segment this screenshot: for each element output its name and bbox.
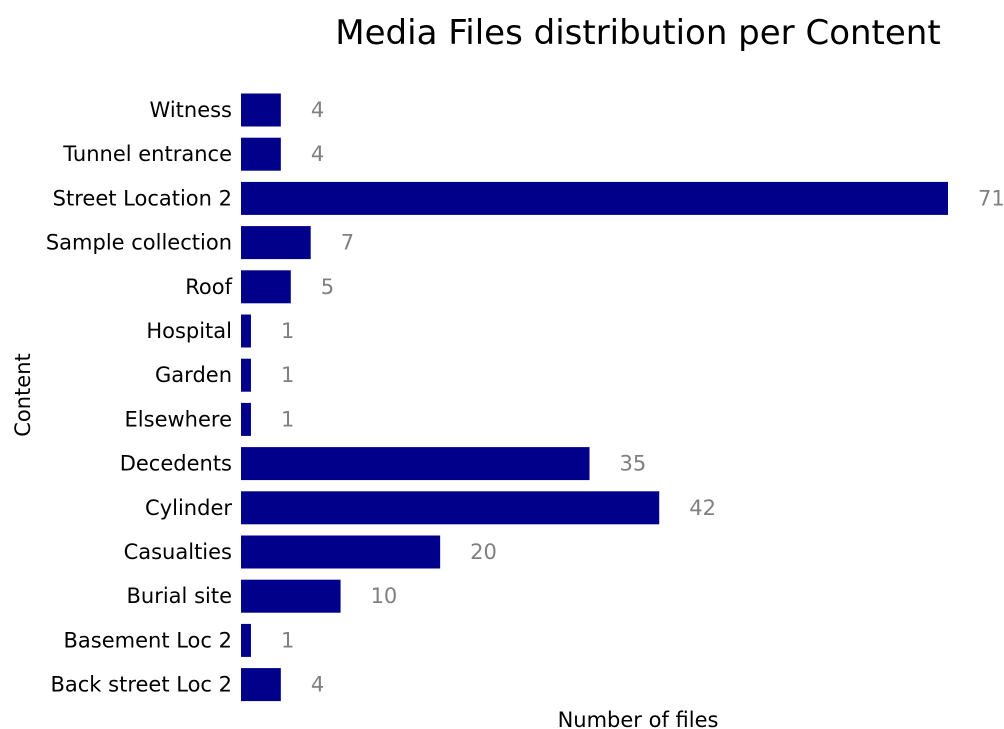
bar-back-street-loc-2 xyxy=(241,668,281,702)
bar-elsewhere xyxy=(241,402,251,436)
value-label-sample-collection: 7 xyxy=(341,231,354,255)
value-label-casualties: 20 xyxy=(470,540,497,564)
bars-layer xyxy=(241,93,948,702)
bar-casualties xyxy=(241,535,441,569)
chart-title: Media Files distribution per Content xyxy=(335,13,940,53)
y-tick-label-witness: Witness xyxy=(150,98,232,122)
y-tick-label-cylinder: Cylinder xyxy=(145,496,232,520)
y-tick-label-tunnel-entrance: Tunnel entrance xyxy=(62,142,232,166)
bar-basement-loc-2 xyxy=(241,623,251,657)
y-tick-label-burial-site: Burial site xyxy=(127,584,233,608)
bar-burial-site xyxy=(241,579,341,613)
bar-tunnel-entrance xyxy=(241,137,281,171)
value-label-witness: 4 xyxy=(311,98,324,122)
bar-hospital xyxy=(241,314,251,348)
bar-sample-collection xyxy=(241,226,311,260)
value-label-hospital: 1 xyxy=(281,319,294,343)
y-tick-labels: Witness Tunnel entrance Street Location 2 S… xyxy=(46,98,233,697)
bar-cylinder xyxy=(241,491,660,525)
value-label-decedents: 35 xyxy=(620,452,647,476)
y-tick-label-elsewhere: Elsewhere xyxy=(125,407,232,431)
value-label-burial-site: 10 xyxy=(371,584,398,608)
value-label-basement-loc-2: 1 xyxy=(281,628,294,652)
x-axis-label: Number of files xyxy=(558,708,719,729)
bar-garden xyxy=(241,358,251,392)
value-label-elsewhere: 1 xyxy=(281,407,294,431)
y-tick-label-street-location-2: Street Location 2 xyxy=(53,186,232,210)
bar-witness xyxy=(241,93,281,127)
y-axis-label: Content xyxy=(11,353,35,437)
value-label-street-location-2: 71 xyxy=(978,186,1004,210)
y-tick-label-roof: Roof xyxy=(185,275,232,299)
bar-street-location-2 xyxy=(241,181,948,215)
value-label-garden: 1 xyxy=(281,363,294,387)
value-label-tunnel-entrance: 4 xyxy=(311,142,324,166)
y-tick-label-decedents: Decedents xyxy=(120,452,232,476)
y-tick-label-back-street-loc-2: Back street Loc 2 xyxy=(50,673,232,697)
y-tick-label-hospital: Hospital xyxy=(146,319,232,343)
y-tick-label-basement-loc-2: Basement Loc 2 xyxy=(64,628,233,652)
y-tick-label-garden: Garden xyxy=(155,363,232,387)
value-label-cylinder: 42 xyxy=(689,496,716,520)
y-tick-label-casualties: Casualties xyxy=(124,540,232,564)
value-label-roof: 5 xyxy=(321,275,334,299)
value-label-back-street-loc-2: 4 xyxy=(311,673,324,697)
y-tick-label-sample-collection: Sample collection xyxy=(46,231,232,255)
bar-decedents xyxy=(241,447,590,481)
bar-roof xyxy=(241,270,291,304)
